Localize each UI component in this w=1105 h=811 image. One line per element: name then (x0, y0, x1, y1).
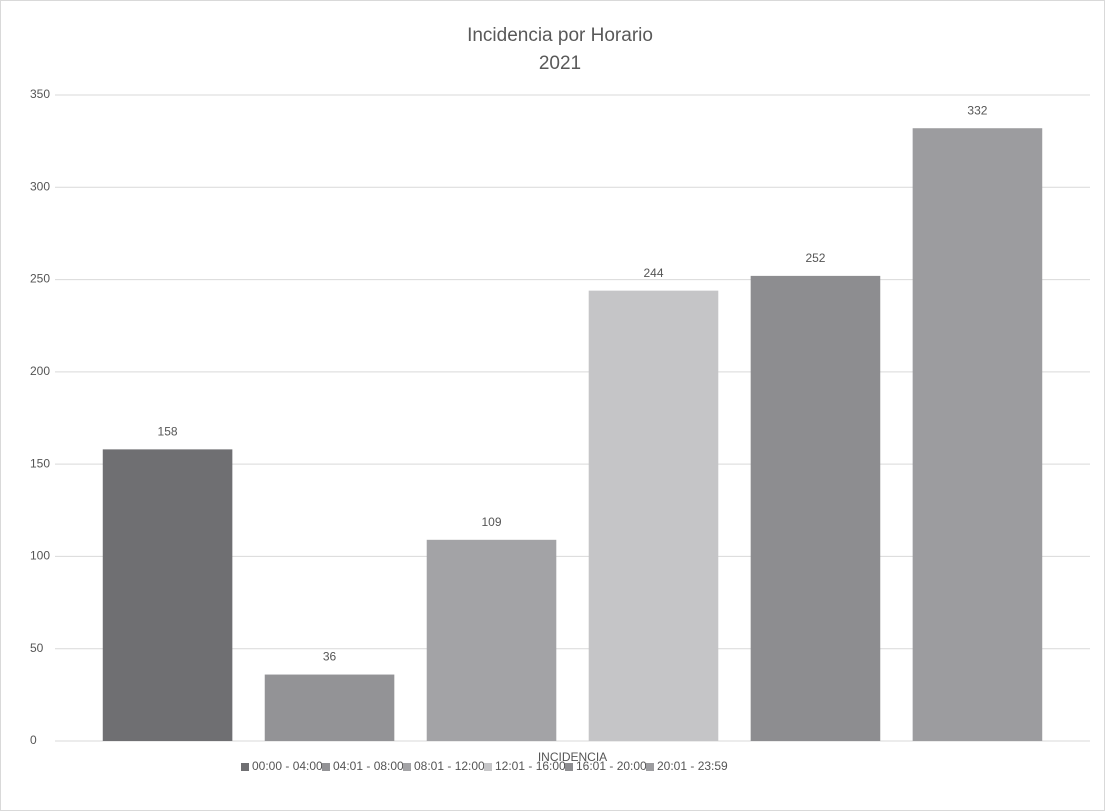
value-label: 36 (323, 650, 337, 664)
value-label: 109 (481, 515, 501, 529)
bar (426, 539, 557, 741)
legend-label: 16:01 - 20:00 (576, 759, 647, 773)
chart-subtitle: 2021 (539, 53, 581, 74)
legend-label: 08:01 - 12:00 (414, 759, 485, 773)
legend-label: 04:01 - 08:00 (333, 759, 404, 773)
chart-title: Incidencia por Horario (467, 25, 653, 46)
value-label: 244 (643, 266, 663, 280)
y-tick-label: 0 (30, 733, 37, 747)
y-tick-label: 100 (30, 549, 50, 563)
value-label: 332 (967, 103, 987, 117)
legend-swatch (646, 763, 654, 771)
legend-swatch (484, 763, 492, 771)
bar (264, 674, 395, 741)
y-tick-label: 300 (30, 179, 50, 193)
y-tick-label: 250 (30, 272, 50, 286)
legend-swatch (322, 763, 330, 771)
y-tick-label: 150 (30, 456, 50, 470)
legend-swatch (241, 763, 249, 771)
bar (588, 290, 719, 741)
bar (912, 128, 1043, 742)
legend-label: 20:01 - 23:59 (657, 759, 728, 773)
legend-swatch (403, 763, 411, 771)
value-label: 158 (158, 425, 178, 439)
legend-label: 00:00 - 04:00 (252, 759, 323, 773)
x-tick-label: INCIDENCIA (538, 750, 607, 764)
y-tick-label: 200 (30, 364, 50, 378)
bar (102, 449, 233, 741)
y-tick-label: 50 (30, 641, 44, 655)
y-tick-label: 350 (30, 87, 50, 101)
legend-label: 12:01 - 16:00 (495, 759, 566, 773)
legend-swatch (565, 763, 573, 771)
bar (750, 275, 881, 741)
value-label: 252 (805, 251, 825, 265)
